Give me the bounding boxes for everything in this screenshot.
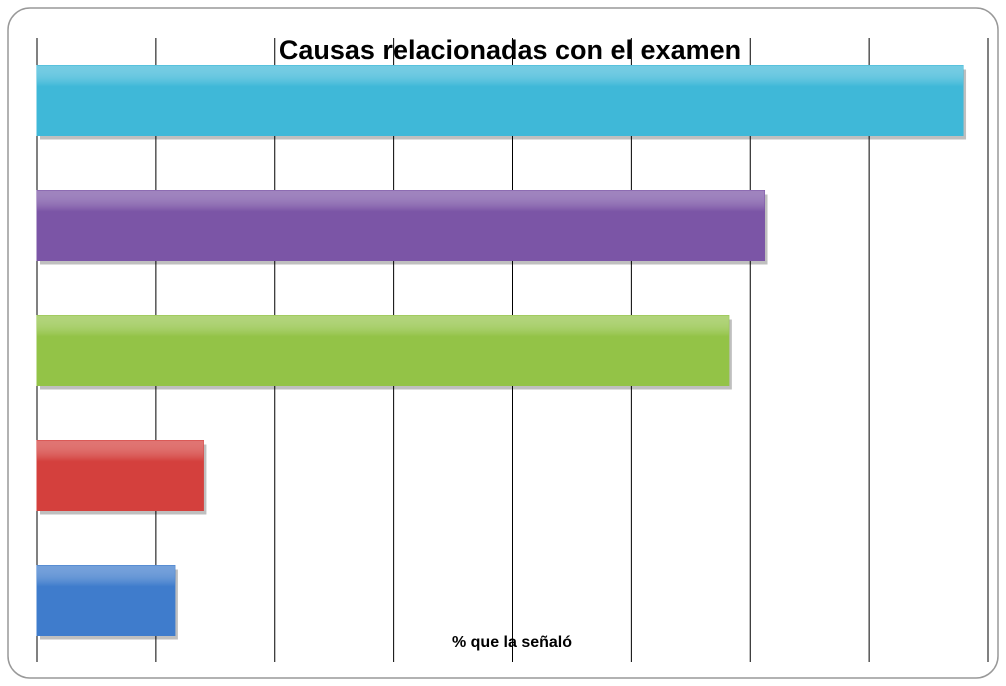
x-axis-label: % que la señaló (452, 634, 572, 651)
bar-highlight (37, 315, 729, 386)
bar-highlight (37, 65, 964, 136)
bar-highlight (37, 565, 175, 636)
chart-title: Causas relacionadas con el examen (279, 35, 741, 65)
bar-highlight (37, 440, 204, 511)
bar-highlight (37, 190, 765, 261)
